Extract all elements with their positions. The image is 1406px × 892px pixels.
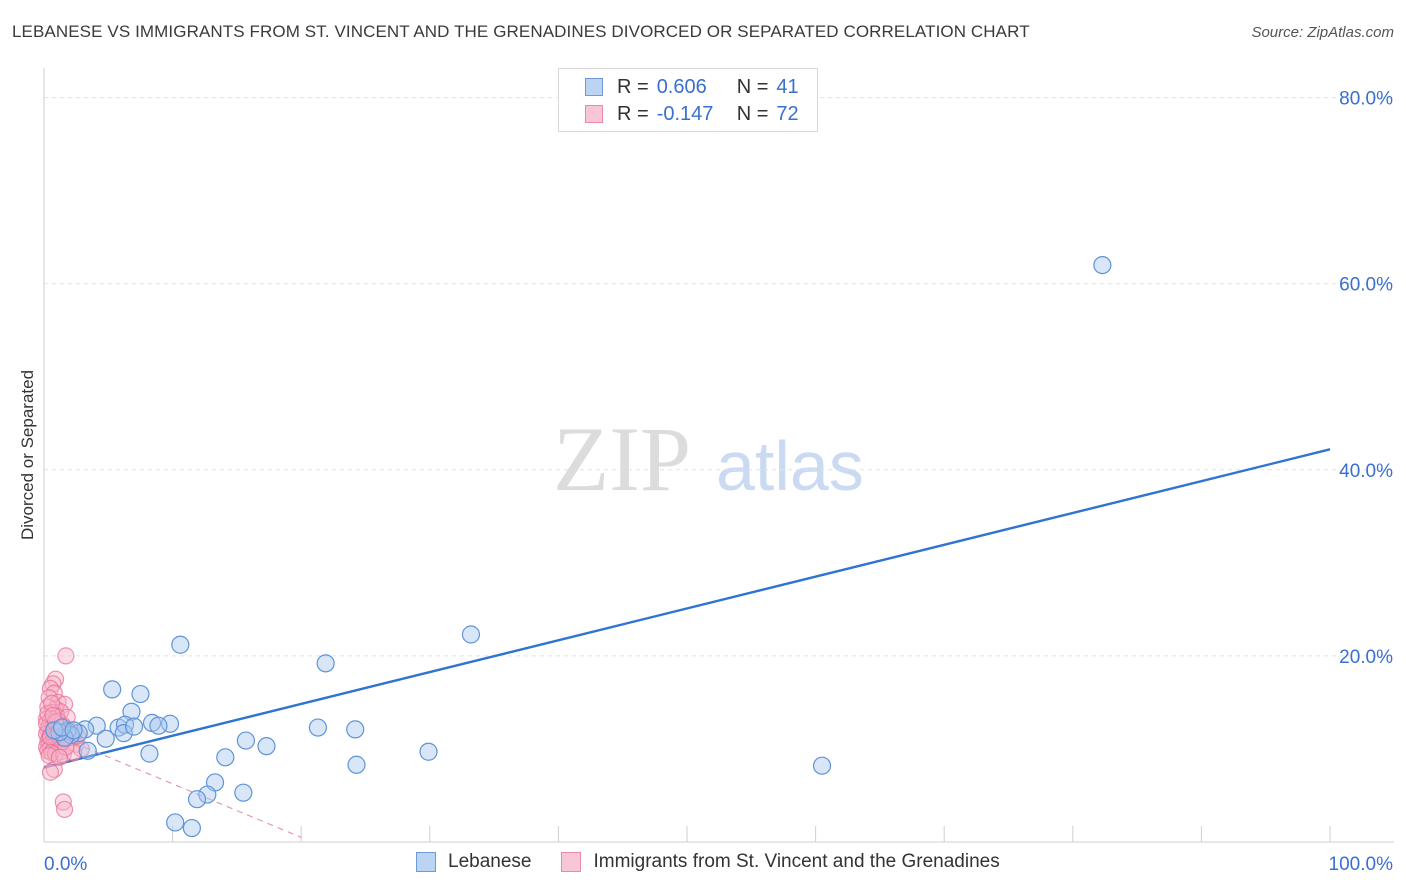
data-point-lebanese [812, 756, 832, 775]
legend-r-value: 0.606 [656, 75, 707, 98]
x-tick-label: 0.0% [44, 854, 87, 875]
data-point-lebanese [347, 755, 366, 774]
data-point-lebanese [346, 720, 365, 739]
series-lebanese-points [45, 255, 1112, 838]
data-point-lebanese [234, 783, 253, 802]
data-point-lebanese [140, 744, 159, 763]
legend-r-label: R = [617, 102, 649, 125]
y-tick-label: 80.0% [1339, 89, 1393, 110]
y-tick-label: 60.0% [1339, 275, 1393, 296]
data-point-lebanese [114, 724, 133, 743]
y-tick-label: 20.0% [1339, 647, 1393, 668]
data-point-lebanese [257, 737, 276, 756]
data-point-lebanese [64, 721, 83, 740]
watermark-atlas: atlas [716, 427, 864, 505]
data-point-lebanese [187, 790, 207, 809]
series-legend-label: Lebanese [448, 851, 532, 872]
data-point-lebanese [87, 716, 106, 735]
legend-r-value: -0.147 [656, 102, 714, 125]
legend-n-value: 41 [776, 75, 799, 98]
data-point-lebanese [171, 635, 190, 654]
y-axis-label: Divorced or Separated [18, 370, 37, 540]
data-point-lebanese [124, 717, 144, 736]
data-point-lebanese [96, 729, 115, 748]
data-point-lebanese [1093, 255, 1112, 275]
data-point-lebanese [198, 785, 217, 804]
blue-swatch-icon [416, 852, 436, 872]
blue-swatch-icon [585, 78, 603, 96]
series-legend-immigrants: Immigrants from St. Vincent and the Gren… [561, 851, 1000, 873]
trend-line-immigrants [43, 729, 302, 838]
data-point-lebanese [160, 714, 180, 733]
data-point-immigrants [57, 647, 75, 665]
data-point-lebanese [308, 718, 328, 737]
data-point-lebanese [236, 731, 256, 750]
data-point-lebanese [316, 654, 335, 673]
correlation-legend: R = 0.606 N = 41 R = -0.147 N = 72 [558, 68, 818, 132]
data-point-lebanese [52, 718, 72, 737]
legend-n-value: 72 [776, 102, 799, 125]
legend-row-lebanese: R = 0.606 N = 41 [585, 75, 799, 99]
data-point-lebanese [78, 741, 97, 760]
data-point-lebanese [419, 742, 438, 761]
series-legend: Lebanese Immigrants from St. Vincent and… [416, 851, 1030, 873]
data-point-immigrants [46, 670, 65, 688]
data-point-immigrants [50, 748, 69, 766]
legend-n-label: N = [736, 75, 769, 98]
series-legend-lebanese: Lebanese [416, 851, 531, 873]
series-legend-label: Immigrants from St. Vincent and the Gren… [593, 851, 1000, 872]
pink-swatch-icon [585, 105, 603, 123]
pink-swatch-icon [561, 852, 582, 872]
legend-row-immigrants: R = -0.147 N = 72 [585, 102, 799, 126]
legend-n-label: N = [736, 102, 769, 125]
trend-line-lebanese [43, 448, 1331, 769]
data-point-lebanese [461, 625, 481, 644]
chart-title: LEBANESE VS IMMIGRANTS FROM ST. VINCENT … [12, 22, 1030, 41]
data-point-immigrants [41, 763, 60, 781]
grid-lines [44, 97, 1394, 657]
zipatlas-watermark: ZIP atlas [553, 408, 864, 510]
trend-lines [43, 448, 1331, 838]
data-point-lebanese [149, 716, 168, 735]
source-credit: Source: ZipAtlas.com [1251, 24, 1394, 41]
legend-r-label: R = [617, 75, 649, 98]
x-tick-label: 100.0% [1329, 854, 1394, 875]
data-point-lebanese [131, 684, 150, 704]
data-point-lebanese [103, 680, 122, 699]
watermark-zip: ZIP [553, 408, 691, 510]
data-point-lebanese [166, 813, 185, 832]
tick-labels: 20.0% 40.0% 60.0% 80.0% 0.0% 100.0% [44, 89, 1393, 875]
y-tick-label: 40.0% [1339, 461, 1393, 482]
data-point-lebanese [182, 818, 201, 838]
data-point-immigrants [55, 800, 74, 819]
data-point-lebanese [216, 748, 235, 767]
data-point-immigrants [44, 706, 62, 725]
